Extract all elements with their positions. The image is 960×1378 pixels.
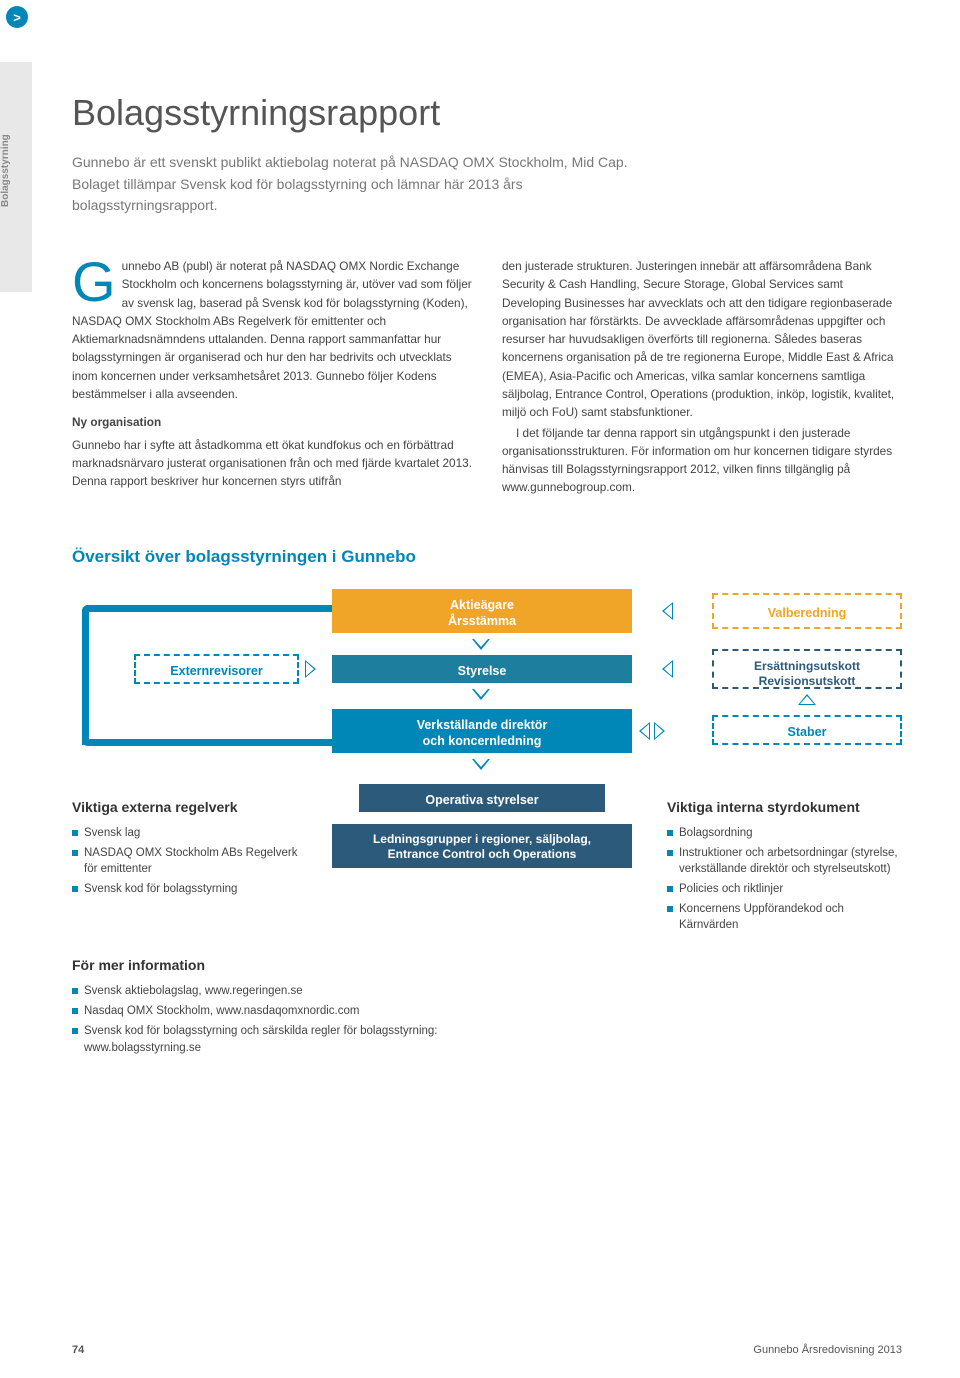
column-left: G unnebo AB (publ) är noterat på NASDAQ … bbox=[72, 257, 472, 497]
col2-p2: I det följande tar denna rapport sin utg… bbox=[502, 424, 902, 497]
box-shareholders: Aktieägare Årsstämma bbox=[332, 589, 632, 633]
list-item: Svensk kod för bolagsstyrning och särski… bbox=[72, 1023, 472, 1055]
nav-back-icon[interactable]: > bbox=[6, 6, 28, 28]
arrow-icon bbox=[472, 689, 490, 701]
lead-paragraph: Gunnebo är ett svenskt publikt aktiebola… bbox=[72, 152, 632, 217]
box-operating-boards: Operativa styrelser bbox=[359, 784, 605, 812]
box-nomination: Valberedning bbox=[712, 593, 902, 629]
box-staffs: Staber bbox=[712, 715, 902, 745]
arrow-icon bbox=[472, 759, 490, 771]
arrow-icon bbox=[654, 722, 666, 740]
col2-p1: den justerade strukturen. Justeringen in… bbox=[502, 257, 902, 422]
column-right: den justerade strukturen. Justeringen in… bbox=[502, 257, 902, 497]
page-content: Bolagsstyrningsrapport Gunnebo är ett sv… bbox=[72, 92, 902, 1060]
col1-p2: Gunnebo har i syfte att åstadkomma ett ö… bbox=[72, 436, 472, 491]
list-item: Policies och riktlinjer bbox=[667, 881, 902, 897]
box-external-auditors: Externrevisorer bbox=[134, 654, 299, 684]
arrow-icon bbox=[662, 602, 674, 620]
overview-heading: Översikt över bolagsstyrningen i Gunnebo bbox=[72, 547, 902, 567]
list-item: Svensk aktiebolagslag, www.regeringen.se bbox=[72, 983, 472, 999]
more-info-block: För mer information Svensk aktiebolagsla… bbox=[72, 957, 472, 1055]
list-item: Koncernens Uppförandekod och Kärnvärden bbox=[667, 901, 902, 933]
page-footer: 74 Gunnebo Årsredovisning 2013 bbox=[72, 1344, 902, 1356]
box-committees: Ersättningsutskott Revisionsutskott bbox=[712, 649, 902, 689]
pipe bbox=[82, 605, 89, 745]
more-info-list: Svensk aktiebolagslag, www.regeringen.se… bbox=[72, 983, 472, 1055]
arrow-icon bbox=[662, 660, 674, 678]
subheading-new-org: Ny organisation bbox=[72, 413, 472, 431]
side-tab-label: Bolagsstyrning bbox=[0, 62, 32, 292]
col1-p1: unnebo AB (publ) är noterat på NASDAQ OM… bbox=[72, 259, 472, 401]
arrow-icon bbox=[472, 639, 490, 651]
page-number: 74 bbox=[72, 1344, 84, 1356]
external-regs-list: Svensk lag NASDAQ OMX Stockholm ABs Rege… bbox=[72, 825, 307, 897]
box-mgmt-groups: Ledningsgrupper i regioner, säljbolag, E… bbox=[332, 824, 632, 868]
box-ceo: Verkställande direktör och koncernlednin… bbox=[332, 709, 632, 753]
arrow-icon bbox=[798, 694, 816, 706]
arrow-icon bbox=[305, 660, 317, 678]
body-columns: G unnebo AB (publ) är noterat på NASDAQ … bbox=[72, 257, 902, 497]
list-item: Instruktioner och arbetsordningar (styre… bbox=[667, 845, 902, 877]
list-item: NASDAQ OMX Stockholm ABs Regelverk för e… bbox=[72, 845, 307, 877]
list-item: Nasdaq OMX Stockholm, www.nasdaqomxnordi… bbox=[72, 1003, 472, 1019]
box-board: Styrelse bbox=[332, 655, 632, 683]
list-item: Svensk lag bbox=[72, 825, 307, 841]
pipe bbox=[82, 605, 332, 612]
footer-doc-title: Gunnebo Årsredovisning 2013 bbox=[753, 1344, 902, 1356]
list-item: Svensk kod för bolagsstyrning bbox=[72, 881, 307, 897]
arrow-icon bbox=[639, 722, 651, 740]
page-title: Bolagsstyrningsrapport bbox=[72, 92, 902, 134]
pipe bbox=[82, 739, 332, 746]
list-item: Bolagsordning bbox=[667, 825, 902, 841]
dropcap: G bbox=[72, 257, 116, 307]
